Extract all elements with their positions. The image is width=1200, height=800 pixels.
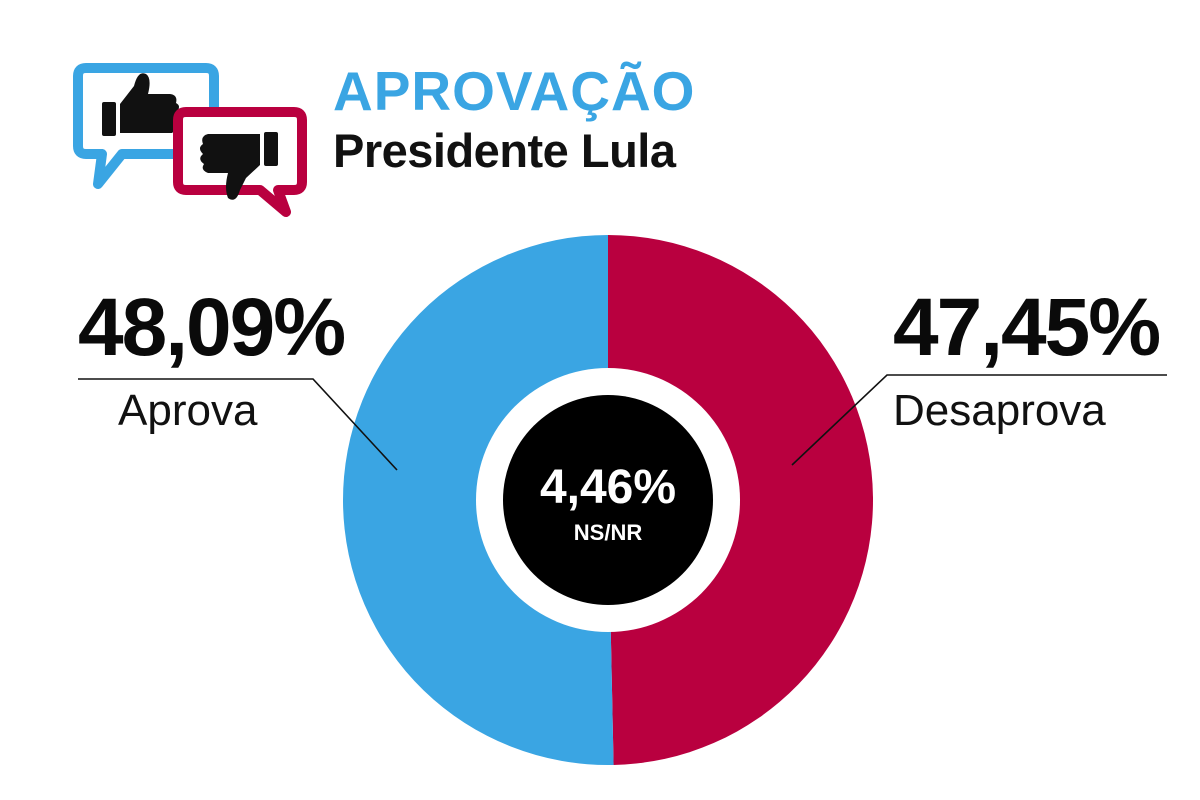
aprova-leader-line bbox=[78, 378, 398, 471]
aprova-value-label: 48,09% bbox=[78, 282, 346, 373]
approval-logo bbox=[73, 63, 307, 217]
desaprova-slice bbox=[608, 235, 874, 765]
ns-nr-label: NS/NR bbox=[574, 520, 643, 545]
ns-nr-value-label: 4,46% bbox=[540, 461, 676, 514]
ns-nr-center-disc bbox=[503, 395, 713, 605]
thumbs-down-icon bbox=[200, 132, 278, 200]
disapprove-speech-bubble-icon bbox=[173, 107, 307, 217]
approve-speech-bubble-icon bbox=[73, 63, 219, 189]
chart-title: APROVAÇÃO bbox=[333, 60, 696, 122]
title-block: APROVAÇÃO Presidente Lula bbox=[333, 60, 695, 180]
chart-subtitle: Presidente Lula bbox=[333, 124, 676, 177]
aprova-legend-label: Aprova bbox=[118, 386, 258, 435]
thumbs-up-icon bbox=[102, 73, 179, 136]
desaprova-value-label: 47,45% bbox=[893, 282, 1161, 373]
desaprova-leader-line bbox=[791, 374, 1167, 466]
desaprova-legend-label: Desaprova bbox=[893, 386, 1106, 435]
